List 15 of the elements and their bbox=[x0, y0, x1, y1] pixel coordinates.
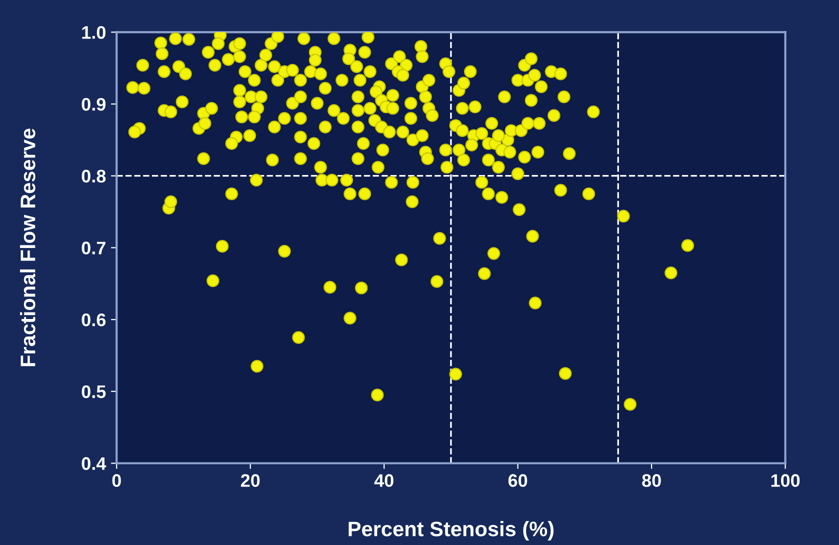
x-tick-label: 80 bbox=[642, 474, 661, 487]
x-tick-label: 100 bbox=[771, 474, 800, 487]
x-tick-label: 40 bbox=[374, 474, 394, 487]
y-axis-title: Fractional Flow Reserve bbox=[20, 128, 36, 366]
x-axis-title: Percent Stenosis (%) bbox=[348, 521, 554, 540]
y-tick-label: 0.6 bbox=[82, 313, 106, 326]
y-tick-label: 1.0 bbox=[82, 26, 106, 39]
y-tick-label: 0.7 bbox=[82, 242, 106, 254]
x-tick-label: 0 bbox=[112, 474, 121, 487]
x-tick-label: 20 bbox=[240, 474, 260, 487]
y-tick-label: 0.9 bbox=[82, 98, 106, 111]
y-tick-label: 0.8 bbox=[82, 170, 106, 183]
y-tick-label: 0.4 bbox=[82, 457, 106, 470]
y-tick-label: 0.5 bbox=[82, 385, 106, 398]
x-tick-label: 60 bbox=[508, 474, 528, 487]
